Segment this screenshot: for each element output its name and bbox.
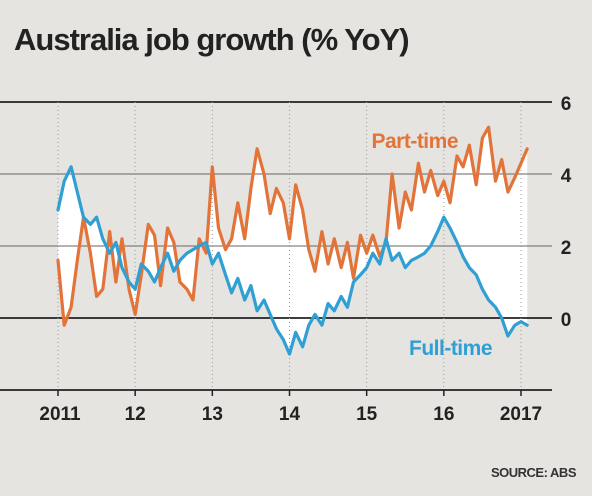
chart-title: Australia job growth (% YoY) [14, 22, 410, 57]
x-tick-label: 12 [125, 404, 146, 425]
source-label: SOURCE: ABS [490, 465, 577, 480]
y-tick-label: 0 [561, 310, 572, 331]
part-time-series-line [56, 125, 529, 327]
full-time-series-label: Full-time [409, 337, 492, 360]
x-tick-label: 14 [279, 404, 301, 425]
part-time-series-label: Part-time [371, 130, 458, 153]
x-tick-label: 2017 [500, 404, 542, 425]
y-tick-label: 6 [561, 94, 572, 115]
x-tick-label: 13 [202, 404, 223, 425]
x-tick-label: 16 [433, 404, 454, 425]
x-tick-label: 15 [356, 404, 378, 425]
full-time-series-line [56, 165, 529, 356]
y-tick-label: 2 [561, 238, 572, 259]
series-gap-fill [58, 127, 528, 354]
y-tick-label: 4 [561, 166, 572, 187]
x-tick-label: 2011 [39, 404, 81, 425]
